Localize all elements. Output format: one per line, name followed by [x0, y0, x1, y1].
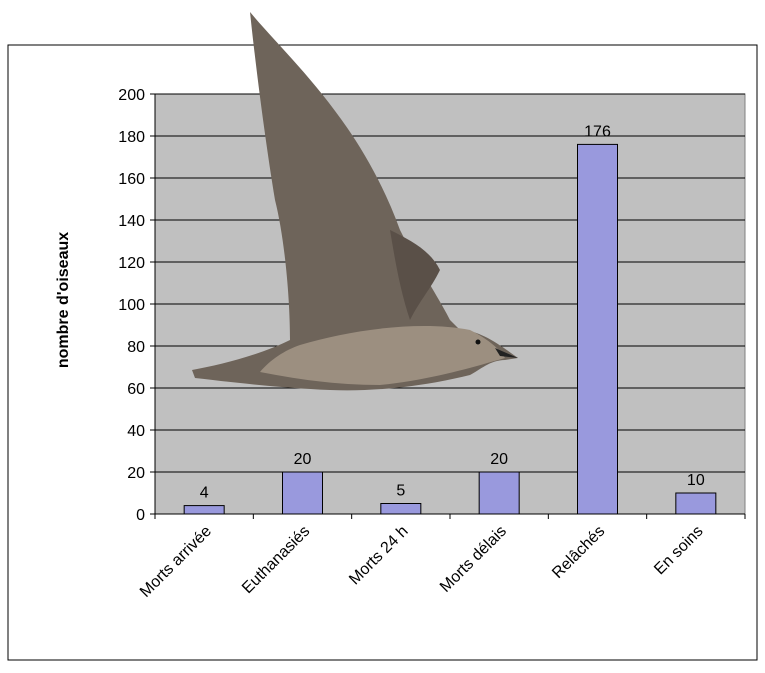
bar — [675, 492, 717, 515]
bird-photo — [192, 12, 518, 391]
y-tick-label: 0 — [136, 507, 145, 524]
y-tick-label: 160 — [118, 171, 145, 188]
y-tick-label: 80 — [127, 339, 145, 356]
y-axis-label: nombre d'oiseaux — [55, 232, 72, 368]
y-tick-label: 60 — [127, 381, 145, 398]
bar — [282, 471, 323, 515]
bar — [478, 471, 520, 515]
y-tick-label: 20 — [127, 465, 145, 482]
bar — [380, 503, 422, 515]
y-tick-label: 100 — [118, 297, 145, 314]
y-tick-label: 120 — [118, 255, 145, 272]
y-tick-label: 180 — [118, 129, 145, 146]
bar — [577, 143, 618, 515]
data-label: 5 — [396, 483, 405, 500]
data-label: 176 — [584, 123, 611, 140]
data-label: 10 — [687, 472, 705, 489]
y-tick-label: 140 — [118, 213, 145, 230]
y-tick-label: 200 — [118, 87, 145, 104]
data-label: 20 — [294, 451, 312, 468]
y-tick-label: 40 — [127, 423, 145, 440]
bar — [183, 505, 225, 515]
data-label: 20 — [490, 451, 508, 468]
data-label: 4 — [200, 485, 209, 502]
